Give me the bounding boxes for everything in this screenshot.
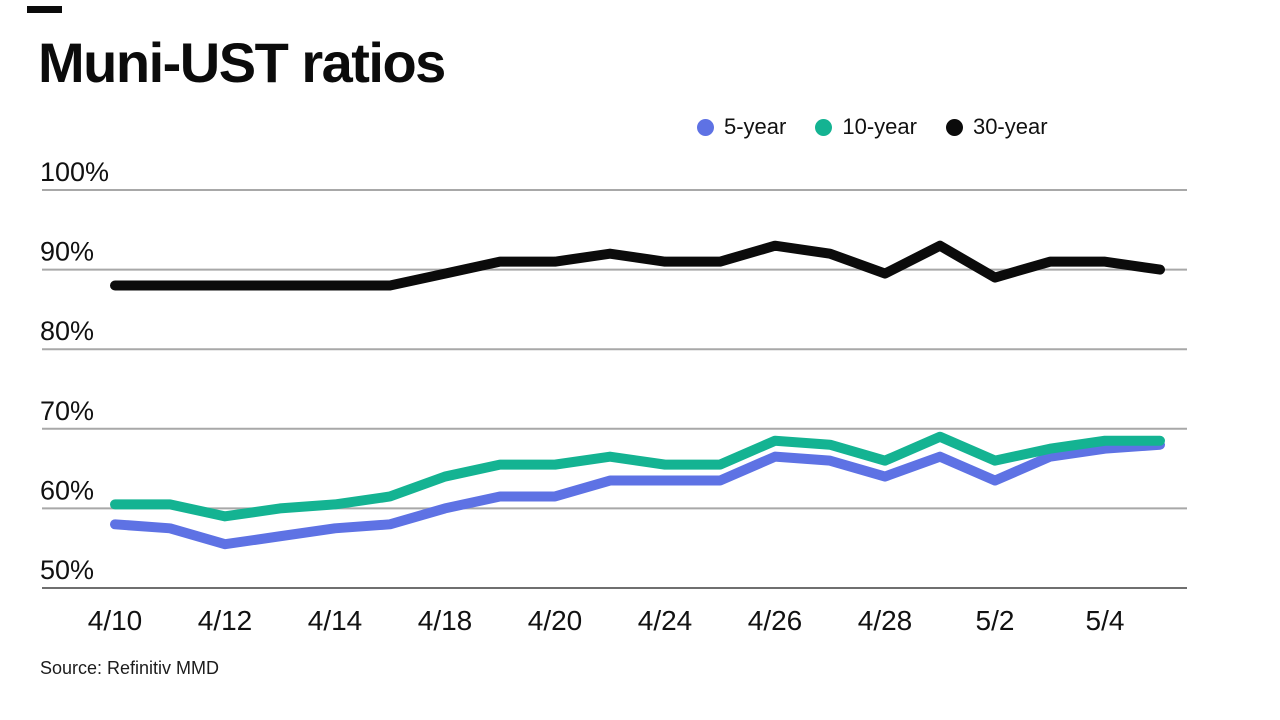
x-tick-label: 5/2 (976, 605, 1015, 636)
legend-dot-5-year-icon (697, 118, 714, 136)
y-tick-label: 70% (40, 396, 94, 426)
y-tick-label: 100% (40, 157, 109, 187)
x-tick-label: 4/10 (88, 605, 143, 636)
x-tick-label: 4/28 (858, 605, 913, 636)
x-tick-label: 4/12 (198, 605, 253, 636)
legend-dot-10-year-icon (815, 118, 833, 136)
legend-label-10-year: 10-year (842, 114, 917, 139)
legend-dot-30-year-icon (945, 118, 963, 136)
legend-item-10-year: 10-year (815, 114, 917, 140)
legend-label-5-year: 5-year (724, 114, 787, 139)
y-tick-label: 80% (40, 316, 94, 346)
x-tick-label: 4/20 (528, 605, 583, 636)
y-tick-label: 50% (40, 555, 94, 585)
series-line-10-year (110, 431, 1165, 522)
y-tick-label: 90% (40, 237, 94, 267)
chart-title: Muni-UST ratios (38, 31, 446, 94)
series-line-30-year (110, 240, 1165, 291)
series-line-5-year (110, 439, 1165, 550)
x-tick-label: 4/24 (638, 605, 693, 636)
legend-item-5-year: 5-year (697, 114, 786, 140)
x-tick-label: 4/26 (748, 605, 803, 636)
x-tick-label: 5/4 (1086, 605, 1125, 636)
chart-legend: 5-year 10-year 30-year (697, 114, 1048, 140)
x-tick-label: 4/14 (308, 605, 363, 636)
top-left-mark (27, 6, 62, 13)
x-tick-label: 4/18 (418, 605, 473, 636)
legend-label-30-year: 30-year (972, 114, 1048, 139)
source-note: Source: Refinitiv MMD (40, 658, 220, 678)
y-tick-label: 60% (40, 475, 94, 505)
legend-item-30-year: 30-year (945, 114, 1048, 140)
